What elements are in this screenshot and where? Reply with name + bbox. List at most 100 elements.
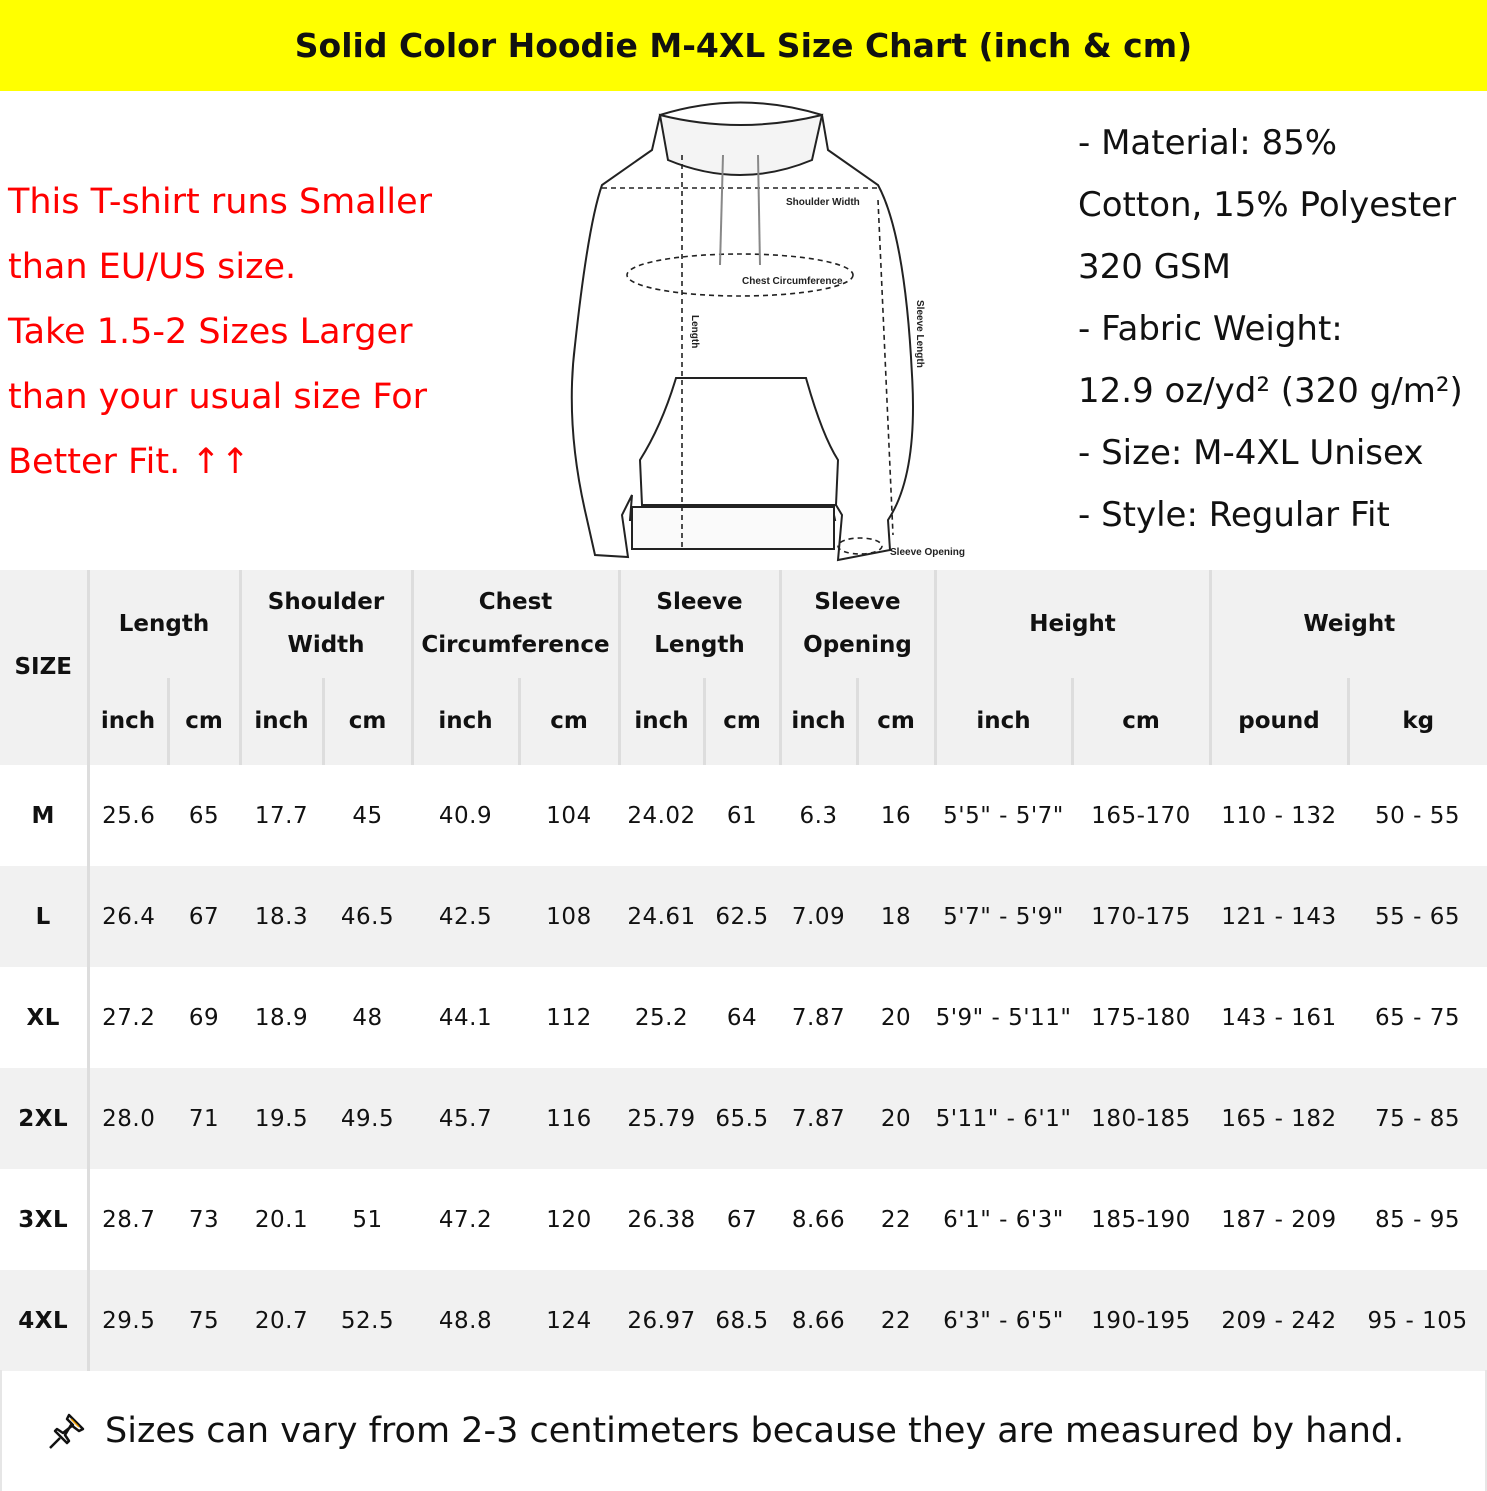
group-header-line: Width <box>287 632 365 658</box>
table-row: L 26.4 67 18.3 46.5 42.5 108 24.61 62.5 7.09 18 5'7… <box>0 866 1487 967</box>
size-cell: 2XL <box>0 1068 90 1169</box>
sleeve-length-label: Sleeve Length <box>914 300 925 368</box>
size-cell: 3XL <box>0 1169 90 1270</box>
size-cell: L <box>0 866 90 967</box>
value-cell: 143 - 161 <box>1221 1004 1337 1031</box>
unit-header: inch <box>86 678 168 765</box>
value-cell: 28.0 <box>102 1105 156 1132</box>
group-header: Weight <box>1208 570 1487 678</box>
value-cell: 5'9" - 5'11" <box>935 1004 1072 1031</box>
unit-header: inch <box>238 678 323 765</box>
value-cell: 46.5 <box>340 903 395 930</box>
table-row: M 25.6 65 17.7 45 40.9 104 24.02 61 6.3 16 5'5" - 5… <box>0 765 1487 866</box>
value-cell: 20.7 <box>254 1307 309 1334</box>
fit-note: This T-shirt runs Smaller than EU/US siz… <box>8 170 528 495</box>
value-cell: 28.7 <box>102 1206 156 1233</box>
value-cell: 29.5 <box>102 1307 156 1334</box>
value-cell: 16 <box>880 802 912 829</box>
chest-circumference-label: Chest Circumference <box>742 276 843 287</box>
value-cell: 20 <box>880 1004 912 1031</box>
group-header: Length <box>86 570 240 678</box>
value-cell: 8.66 <box>791 1307 846 1334</box>
value-cell: 95 - 105 <box>1367 1307 1468 1334</box>
unit-header: inch <box>617 678 705 765</box>
group-header: Chest Circumference <box>410 570 620 678</box>
group-header-line: Shoulder <box>267 589 385 615</box>
unit-header: pound <box>1208 678 1349 765</box>
unit-header: cm <box>166 678 240 765</box>
value-cell: 27.2 <box>102 1004 156 1031</box>
value-cell: 124 <box>546 1307 592 1334</box>
value-cell: 25.2 <box>634 1004 689 1031</box>
footer-text: Sizes can vary from 2-3 centimeters beca… <box>105 1410 1405 1451</box>
value-cell: 71 <box>188 1105 220 1132</box>
value-cell: 25.79 <box>627 1105 696 1132</box>
size-cell: M <box>0 765 90 866</box>
spec-line: 12.9 oz/yd² (320 g/m²) <box>1078 371 1463 411</box>
value-cell: 51 <box>352 1206 383 1233</box>
value-cell: 44.1 <box>438 1004 493 1031</box>
group-header-line: Sleeve <box>814 589 901 615</box>
value-cell: 7.09 <box>791 903 846 930</box>
unit-header: cm <box>855 678 936 765</box>
value-cell: 55 - 65 <box>1375 903 1461 930</box>
value-cell: 65 <box>188 802 220 829</box>
value-cell: 110 - 132 <box>1221 802 1337 829</box>
hoodie-diagram: Shoulder Width Chest Circumference Lengt… <box>570 101 965 562</box>
footer-note: Sizes can vary from 2-3 centimeters beca… <box>0 1370 1487 1491</box>
group-header-line: Length <box>654 632 745 658</box>
group-header-line: Weight <box>1303 610 1396 637</box>
value-cell: 52.5 <box>340 1307 395 1334</box>
value-cell: 18.3 <box>254 903 309 930</box>
unit-header: cm <box>321 678 412 765</box>
value-cell: 62.5 <box>715 903 769 930</box>
value-cell: 116 <box>546 1105 592 1132</box>
value-cell: 120 <box>546 1206 592 1233</box>
value-cell: 48 <box>352 1004 383 1031</box>
fit-note-line: than your usual size For <box>8 377 428 417</box>
group-header: Sleeve Length <box>617 570 781 678</box>
value-cell: 8.66 <box>791 1206 846 1233</box>
value-cell: 22 <box>880 1206 912 1233</box>
spec-line: - Material: 85% <box>1078 123 1338 163</box>
spec-line: - Size: M-4XL Unisex <box>1078 433 1424 473</box>
group-header: Shoulder Width <box>238 570 412 678</box>
fit-note-line: Better Fit. ↑↑ <box>8 442 250 482</box>
size-cell: 4XL <box>0 1270 90 1371</box>
value-cell: 22 <box>880 1307 912 1334</box>
value-cell: 67 <box>188 903 220 930</box>
fit-note-line: than EU/US size. <box>8 247 297 287</box>
value-cell: 187 - 209 <box>1221 1206 1337 1233</box>
value-cell: 73 <box>188 1206 220 1233</box>
value-cell: 185-190 <box>1091 1206 1191 1233</box>
value-cell: 48.8 <box>438 1307 493 1334</box>
value-cell: 85 - 95 <box>1375 1206 1461 1233</box>
size-table: SIZE Length Shoulder Width Chest Circumferenc… <box>0 570 1487 1371</box>
value-cell: 20 <box>880 1105 912 1132</box>
value-cell: 24.02 <box>627 802 696 829</box>
group-header-line: Opening <box>803 632 912 658</box>
length-label: Length <box>689 315 700 348</box>
value-cell: 61 <box>726 802 758 829</box>
value-cell: 19.5 <box>254 1105 309 1132</box>
unit-header: kg <box>1346 678 1487 765</box>
value-cell: 68.5 <box>715 1307 769 1334</box>
sleeve-opening-label: Sleeve Opening <box>890 547 965 558</box>
value-cell: 25.6 <box>102 802 156 829</box>
value-cell: 5'5" - 5'7" <box>943 802 1064 829</box>
value-cell: 6.3 <box>799 802 838 829</box>
value-cell: 45.7 <box>438 1105 493 1132</box>
spec-line: Cotton, 15% Polyester <box>1078 185 1457 225</box>
chart-title: Solid Color Hoodie M-4XL Size Chart (inc… <box>294 26 1193 65</box>
value-cell: 170-175 <box>1091 903 1191 930</box>
value-cell: 104 <box>546 802 592 829</box>
value-cell: 75 - 85 <box>1375 1105 1461 1132</box>
value-cell: 6'3" - 6'5" <box>943 1307 1064 1334</box>
value-cell: 26.97 <box>627 1307 696 1334</box>
title-banner: Solid Color Hoodie M-4XL Size Chart (inc… <box>0 0 1487 91</box>
unit-header: inch <box>933 678 1073 765</box>
group-header: Sleeve Opening <box>778 570 936 678</box>
product-specs: - Material: 85% Cotton, 15% Polyester 32… <box>1078 112 1487 546</box>
fit-note-line: This T-shirt runs Smaller <box>8 182 433 222</box>
table-row: 4XL 29.5 75 20.7 52.5 48.8 124 26.97 68.5 8.66 22 6… <box>0 1270 1487 1371</box>
